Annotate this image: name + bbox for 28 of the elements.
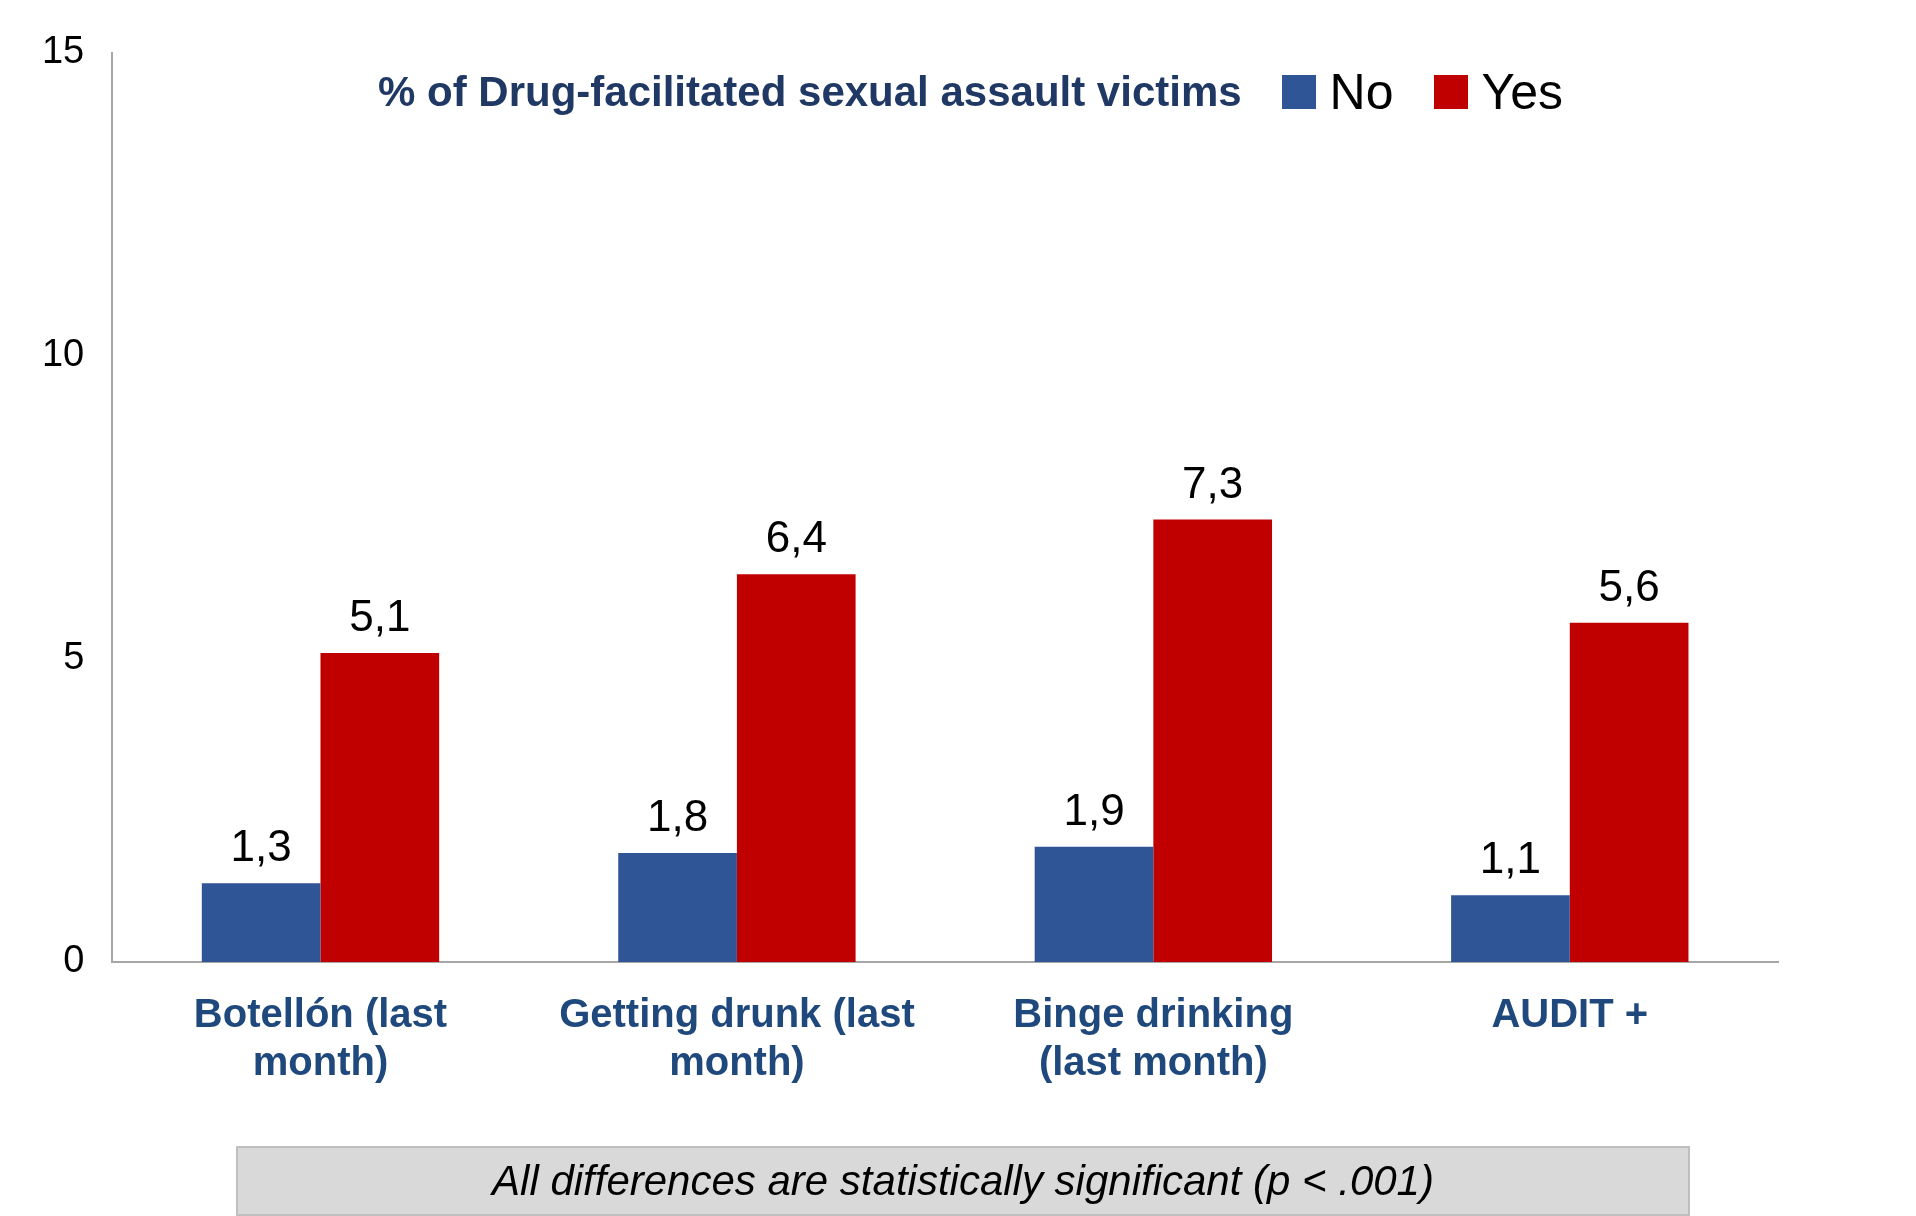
y-tick-label: 15 [41,29,85,72]
y-tick-label: 0 [63,938,85,981]
data-label: 5,1 [349,591,411,641]
data-label: 7,3 [1182,457,1244,507]
bar [1153,519,1273,962]
legend-label: Yes [1481,63,1564,121]
bar [1451,895,1570,962]
data-label: 1,1 [1479,833,1542,883]
data-label: 5,6 [1598,560,1660,610]
data-label: 1,3 [230,821,292,871]
bar [736,574,856,962]
x-tick-label: Binge drinking (last month) [1013,991,1294,1084]
bar [1569,622,1689,962]
data-label: 1,8 [646,791,709,841]
text: All differences are statistically significant (p < .001) [236,1146,1690,1216]
y-tick-label: 10 [41,332,85,375]
legend-title: % of Drug-facilitated sexual assault victims [378,68,1242,116]
y-tick-label: 5 [63,635,85,678]
bar [1034,846,1154,962]
bar [618,852,737,962]
data-label: 1,9 [1063,785,1125,834]
bar [320,652,440,962]
x-tick-label: Getting drunk (last month) [559,991,915,1084]
data-label: 6,4 [765,512,827,562]
x-tick-label: Botellón (last month) [193,991,448,1084]
bar [201,883,321,962]
legend-label: No [1329,63,1394,121]
x-tick-label: AUDIT + [1491,991,1649,1036]
